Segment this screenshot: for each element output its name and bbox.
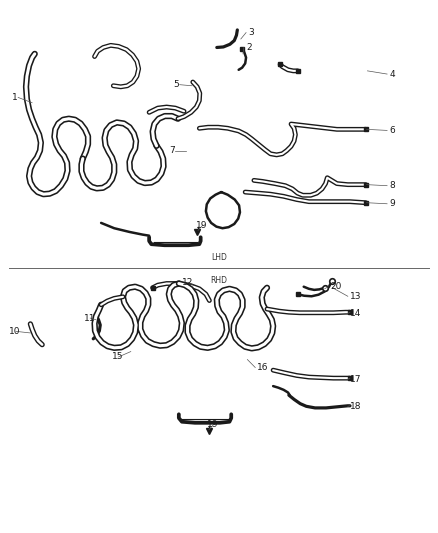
Text: 4: 4	[389, 70, 395, 78]
Text: 16: 16	[258, 363, 269, 372]
Text: 20: 20	[330, 282, 342, 291]
Text: 8: 8	[389, 181, 395, 190]
Text: 18: 18	[350, 402, 361, 411]
Text: 2: 2	[246, 43, 252, 52]
Text: RHD: RHD	[211, 276, 227, 285]
Text: 1: 1	[12, 93, 18, 102]
Text: 19: 19	[207, 420, 219, 429]
Text: 19: 19	[196, 221, 208, 230]
Text: 15: 15	[112, 352, 124, 361]
Text: 11: 11	[84, 313, 95, 322]
Text: 12: 12	[182, 278, 193, 287]
Text: 14: 14	[350, 309, 361, 318]
Text: 10: 10	[10, 327, 21, 336]
Text: 5: 5	[173, 80, 179, 89]
Text: 7: 7	[169, 146, 174, 155]
Text: 17: 17	[350, 375, 361, 384]
Text: 6: 6	[389, 126, 395, 135]
Text: 3: 3	[248, 28, 254, 37]
Text: 13: 13	[350, 292, 361, 301]
Text: 9: 9	[389, 199, 395, 208]
Text: LHD: LHD	[211, 253, 227, 262]
